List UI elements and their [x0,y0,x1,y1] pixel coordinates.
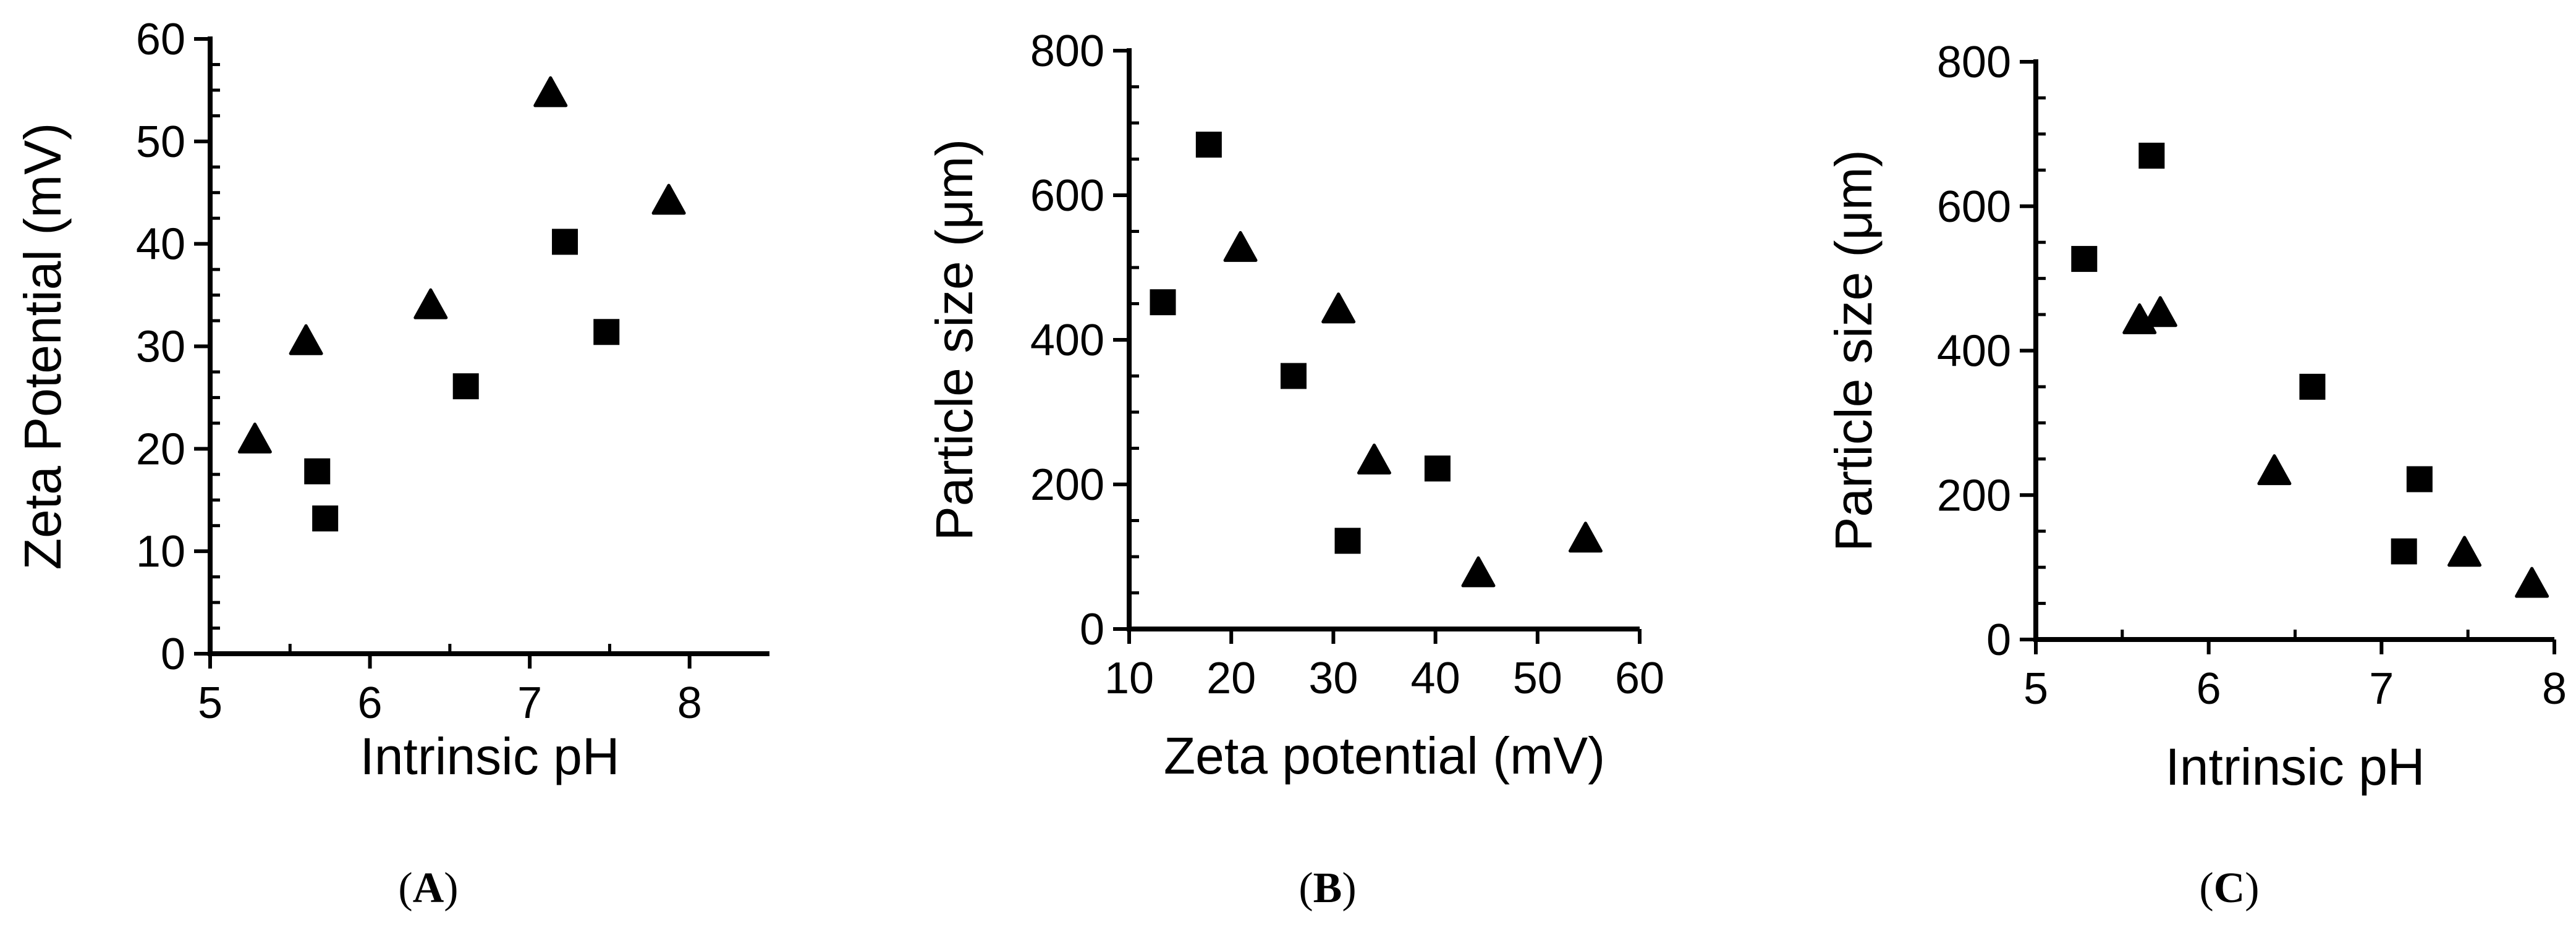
y-tick-label: 600 [1030,171,1104,221]
x-tick-label: 5 [198,678,222,728]
data-point-triangle [289,324,323,355]
data-point-square [2406,466,2433,492]
data-point-square [452,373,479,400]
data-point-triangle [1568,521,1603,553]
panel-label: (A) [398,864,458,912]
data-point-triangle [1461,556,1496,588]
data-point-triangle [237,422,272,454]
y-tick-label: 800 [1937,38,2011,87]
x-tick-label: 7 [2369,664,2394,714]
x-tick-label: 8 [2542,664,2567,714]
data-point-triangle [2257,454,2292,486]
y-tick-label: 30 [136,323,185,372]
data-point-triangle [2515,567,2549,598]
data-point-triangle [2143,296,2177,327]
data-point-square [2071,246,2098,272]
x-tick-label: 8 [677,678,702,728]
data-point-square [2138,142,2165,169]
data-point-square [1150,289,1176,316]
y-tick-label: 400 [1030,316,1104,365]
x-tick-label: 30 [1308,654,1358,703]
data-point-triangle [1357,443,1391,475]
data-point-square [1195,132,1222,158]
panel-label-open: ( [398,864,412,912]
panel-label-letter: C [2214,864,2245,912]
y-tick-label: 400 [1937,327,2011,376]
data-point-triangle [413,288,448,319]
data-point-square [2391,538,2417,565]
y-tick-label: 800 [1030,27,1104,76]
x-tick-label: 5 [2023,664,2048,714]
y-axis-title: Particle size (μm) [1824,150,1883,551]
y-tick-label: 60 [136,15,185,64]
panel-label-close: ) [444,864,458,912]
panel-label: (C) [2199,864,2259,912]
y-tick-label: 50 [136,117,185,167]
x-tick-label: 6 [2197,664,2221,714]
panel-label-open: ( [1299,864,1313,912]
y-tick-label: 20 [136,424,185,474]
data-point-square [2299,373,2326,400]
data-point-triangle [1321,292,1356,324]
data-point-square [1334,528,1361,554]
panel-label-close: ) [1342,864,1356,912]
y-tick-label: 0 [161,630,185,679]
data-point-square [593,319,620,345]
y-tick-label: 0 [1986,615,2011,665]
data-point-square [1280,363,1307,389]
x-tick-label: 7 [517,678,542,728]
panel-label-open: ( [2199,864,2213,912]
x-axis-title: Intrinsic pH [360,727,619,785]
data-point-triangle [1223,230,1258,262]
panel-label-letter: B [1313,864,1342,912]
panel-label-letter: A [413,864,444,912]
data-point-triangle [2447,536,2482,567]
x-tick-label: 50 [1513,654,1562,703]
y-axis-title: Particle size (μm) [925,139,983,541]
data-point-square [312,505,339,532]
x-tick-label: 6 [358,678,383,728]
data-point-square [552,229,578,255]
y-tick-label: 10 [136,527,185,576]
y-tick-label: 200 [1030,460,1104,510]
panel-label: (B) [1299,864,1356,912]
y-tick-label: 0 [1080,605,1104,654]
y-axis-title: Zeta Potential (mV) [14,123,72,570]
chart-panel-c: 0 200 400 600 800 5 6 7 8 Intrinsic pH Particle si… [1824,38,2567,912]
y-tick-label: 200 [1937,471,2011,520]
chart-panel-a: 0 10 20 30 40 50 60 5 6 7 8 Intrinsic pH Zeta Potent… [14,15,769,912]
x-tick-label: 10 [1104,654,1154,703]
data-point-triangle [651,184,686,215]
x-axis-title: Intrinsic pH [2165,738,2425,796]
x-tick-label: 20 [1206,654,1256,703]
y-tick-label: 40 [136,220,185,269]
data-point-square [304,458,331,484]
y-tick-label: 600 [1937,182,2011,232]
data-point-triangle [533,76,568,108]
panel-label-close: ) [2245,864,2259,912]
data-point-square [1424,455,1451,482]
x-tick-label: 60 [1615,654,1664,703]
x-tick-label: 40 [1411,654,1460,703]
x-axis-title: Zeta potential (mV) [1164,727,1605,785]
